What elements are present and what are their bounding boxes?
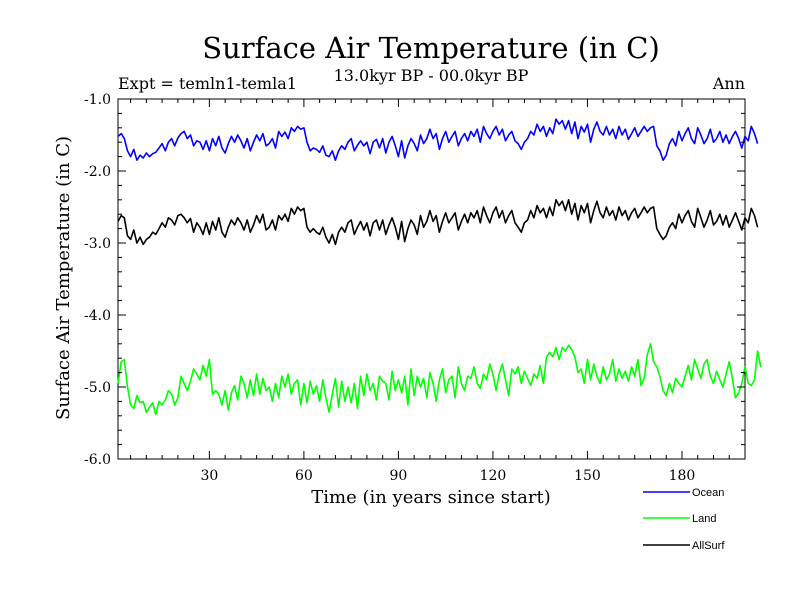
x-tick-label: 180 <box>669 468 696 484</box>
x-axis-label: Time (in years since start) <box>311 487 551 508</box>
legend-label-ocean: Ocean <box>692 487 724 499</box>
experiment-label: Expt = temln1-temla1 <box>118 74 297 93</box>
y-axis-label: Surface Air Temperature (in C) <box>53 136 74 420</box>
series-line-ocean <box>117 118 759 161</box>
y-tick-label: -1.0 <box>84 92 111 108</box>
legend: Ocean Land AllSurf <box>643 487 725 552</box>
x-tick-label: 60 <box>295 468 313 484</box>
x-tick-label: 120 <box>480 468 507 484</box>
legend-label-land: Land <box>692 513 716 525</box>
y-tick-label: -4.0 <box>84 308 111 324</box>
series-line-land <box>117 342 762 416</box>
y-tick-label: -6.0 <box>84 452 111 468</box>
series-line-allsurf <box>117 199 759 246</box>
chart-title: Surface Air Temperature (in C) <box>202 31 660 65</box>
x-tick-label: 30 <box>200 468 218 484</box>
legend-label-allsurf: AllSurf <box>692 540 725 552</box>
y-tick-label: -5.0 <box>84 380 111 396</box>
plot-frame <box>117 98 746 460</box>
y-tick-label: -2.0 <box>84 164 111 180</box>
y-tick-label: -3.0 <box>84 236 111 252</box>
period-subtitle: 13.0kyr BP - 00.0kyr BP <box>334 66 529 85</box>
x-tick-label: 150 <box>574 468 601 484</box>
season-label: Ann <box>712 74 745 93</box>
x-tick-label: 90 <box>390 468 408 484</box>
